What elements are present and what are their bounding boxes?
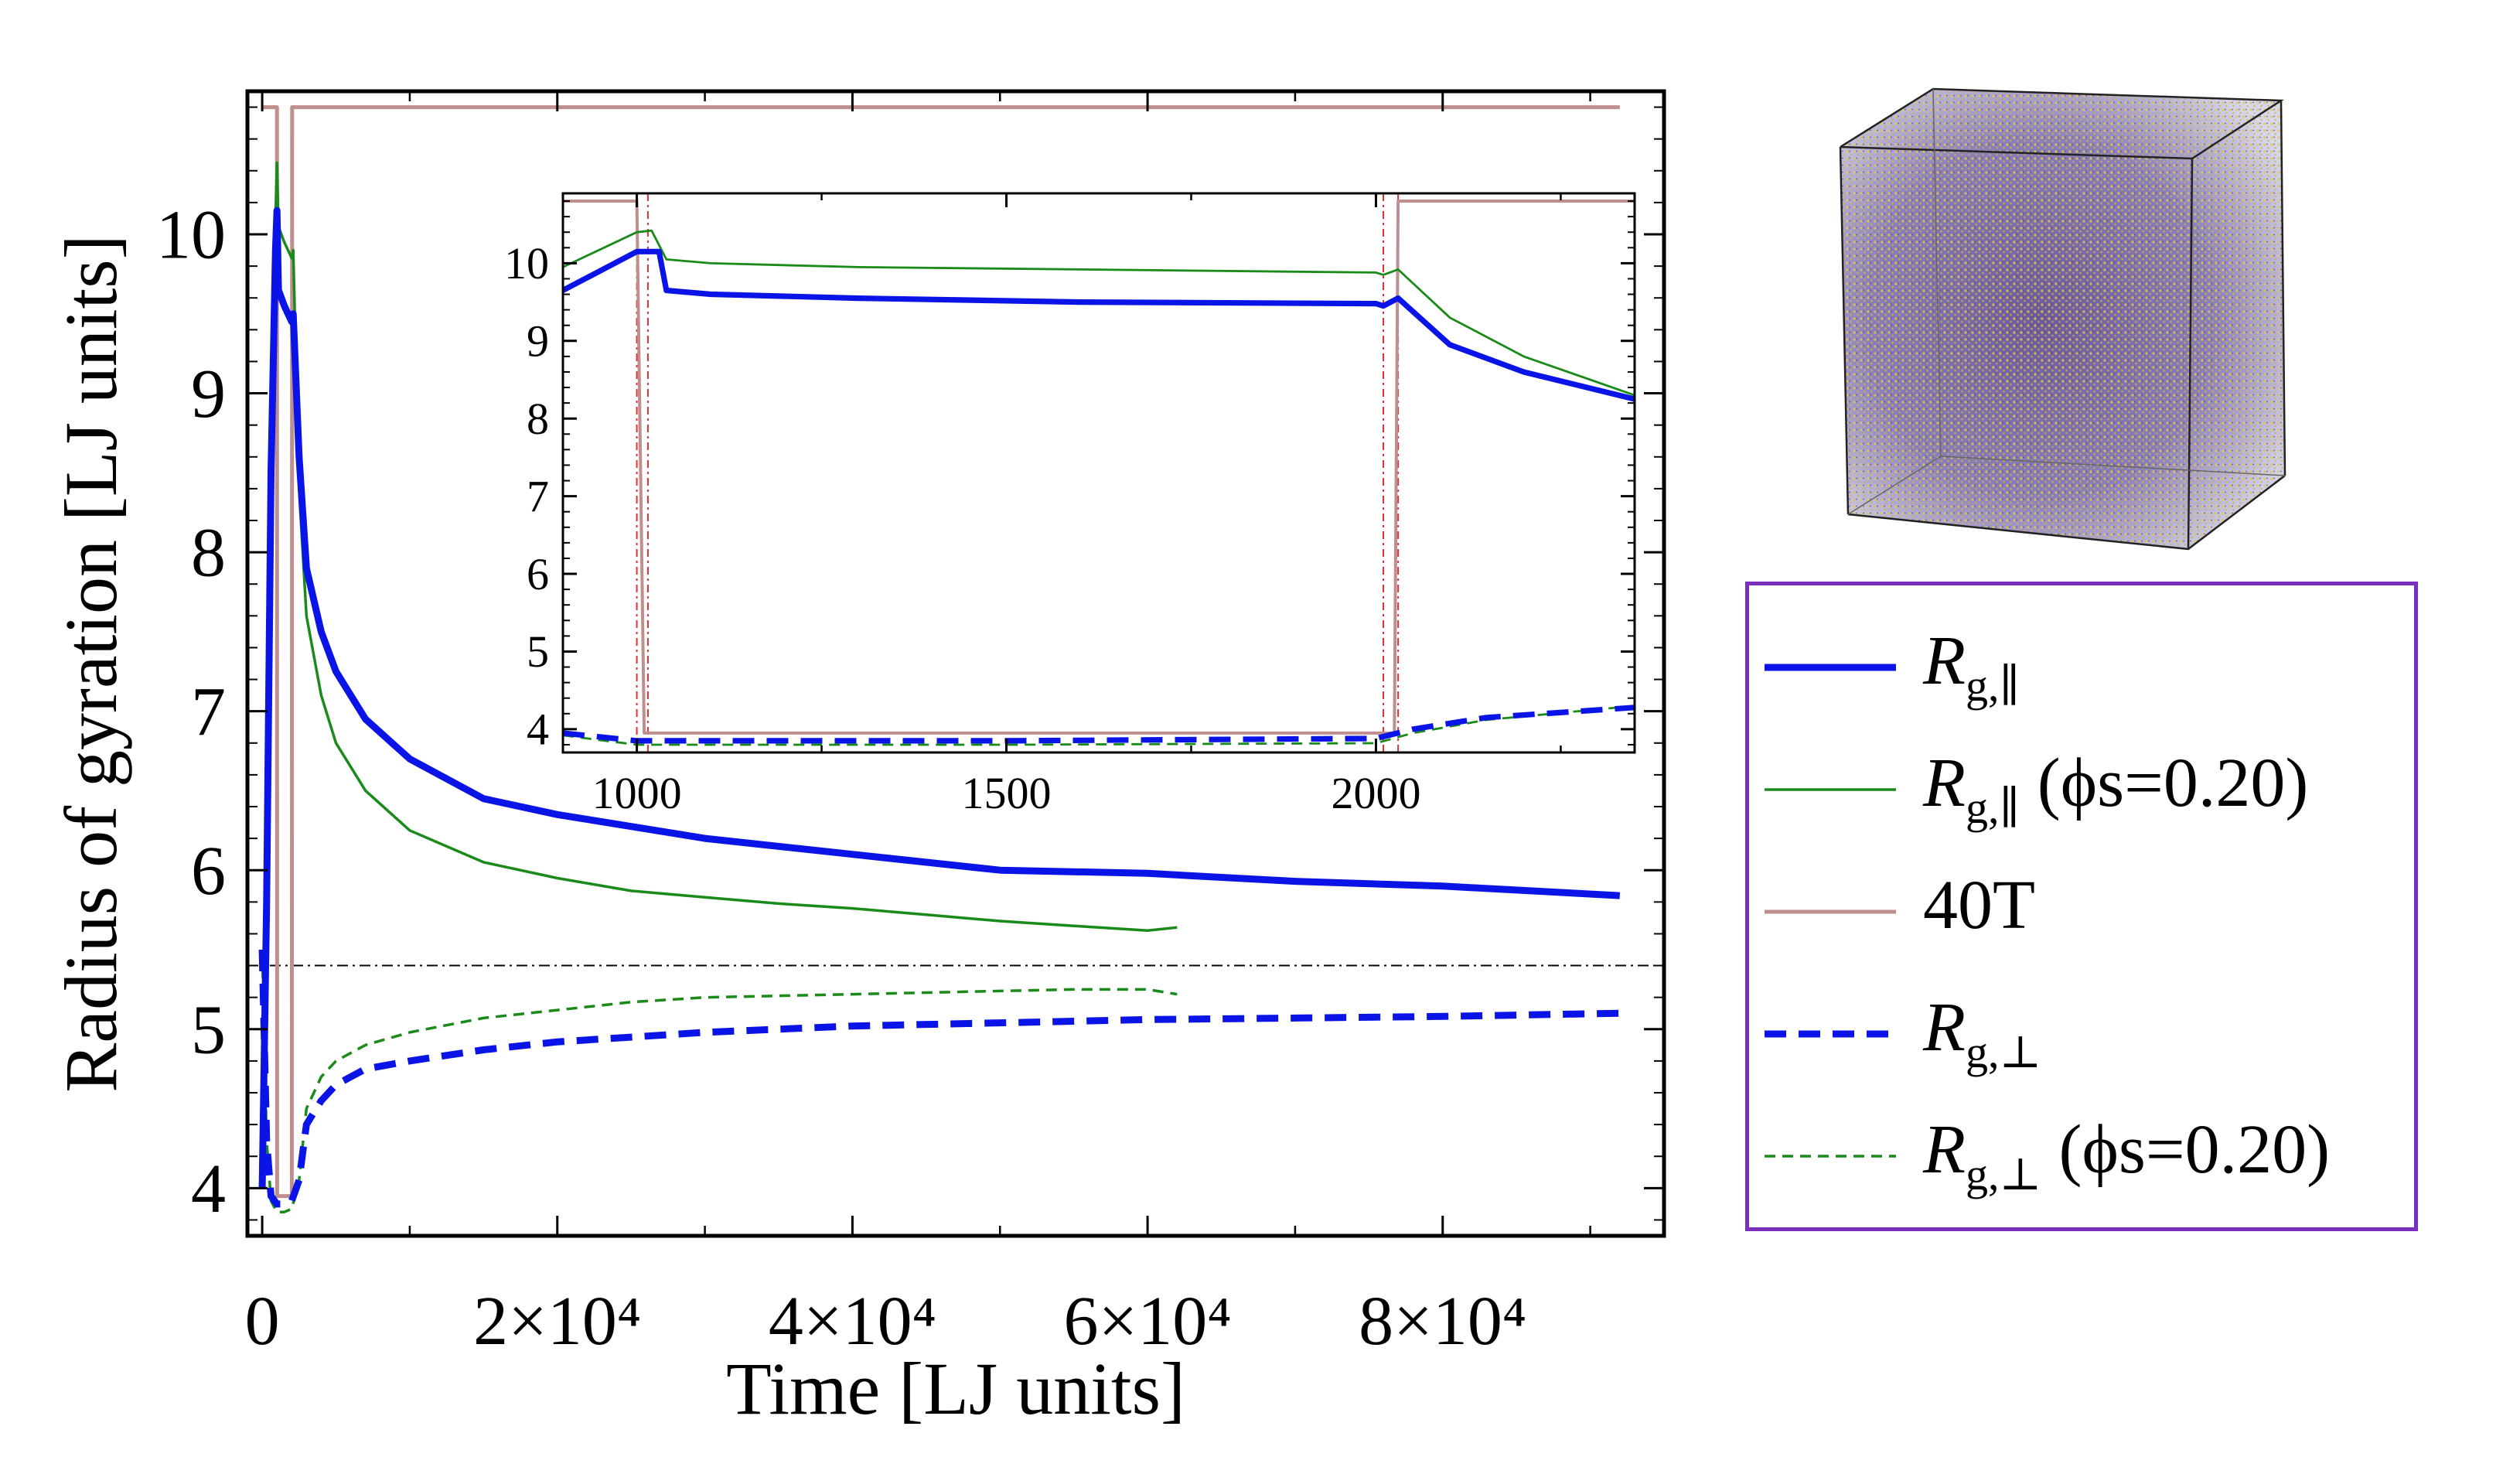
legend-swatch — [1765, 1155, 1896, 1158]
y-tick-label: 7 — [527, 471, 549, 521]
legend-item: Rg,⊥ — [1749, 981, 2414, 1077]
plot-frame — [561, 192, 1636, 754]
series-line — [262, 105, 1620, 1199]
series-line — [261, 949, 1178, 1213]
series-line — [261, 161, 1178, 1189]
series-line — [563, 229, 1635, 397]
x-tick-label: 0 — [245, 1283, 280, 1360]
x-tick-label: 2×10⁴ — [473, 1283, 641, 1360]
series-line — [563, 248, 1635, 402]
plot-frame — [245, 89, 1666, 1238]
legend-item: Rg,⊥ (ϕs=0.20) — [1749, 1104, 2414, 1199]
y-tick-label: 6 — [191, 833, 226, 909]
legend-swatch — [1765, 788, 1896, 791]
series-group — [563, 200, 1635, 746]
series-group — [258, 105, 1621, 1213]
y-tick-label: 10 — [504, 238, 549, 288]
legend-label: Rg,⊥ — [1923, 989, 2042, 1077]
x-tick-label: 1000 — [592, 768, 682, 818]
y-tick-label: 4 — [527, 705, 549, 755]
legend-item: Rg,∥ — [1749, 615, 2414, 711]
legend-swatch — [1765, 1030, 1896, 1038]
plot-area — [563, 193, 1635, 752]
simulation-box-snapshot — [1825, 73, 2289, 553]
x-axis-label: Time [LJ units] — [726, 1347, 1185, 1430]
x-tick-label: 8×10⁴ — [1359, 1283, 1526, 1360]
y-tick-label: 6 — [527, 549, 549, 599]
series-line — [563, 200, 1635, 735]
inset-chart: 1000 1500 2000 4 5 6 7 8 9 10 — [504, 192, 1636, 818]
x-tick-label: 4×10⁴ — [769, 1283, 936, 1360]
y-tick-label: 10 — [156, 197, 226, 274]
legend: Rg,∥ Rg,∥ (ϕs=0.20) 40T Rg,⊥ Rg,⊥ (ϕs=0.20) — [1745, 582, 2418, 1231]
legend-item: Rg,∥ (ϕs=0.20) — [1749, 737, 2414, 833]
series-line — [563, 705, 1635, 746]
series-line — [258, 206, 1621, 1189]
y-tick-label: 5 — [527, 626, 549, 677]
legend-item: 40T — [1749, 859, 2414, 952]
x-tick-label: 6×10⁴ — [1064, 1283, 1232, 1360]
simulation-box-icon — [1839, 87, 2286, 551]
y-tick-label: 8 — [527, 394, 549, 444]
legend-swatch — [1765, 909, 1896, 914]
y-tick-label: 9 — [191, 356, 226, 432]
x-tick-label: 2000 — [1331, 768, 1420, 818]
y-tick-label: 4 — [191, 1151, 226, 1227]
x-tick-label: 1500 — [962, 768, 1052, 818]
legend-label: Rg,∥ (ϕs=0.20) — [1923, 745, 2309, 833]
y-tick-label: 9 — [527, 316, 549, 367]
series-line — [563, 705, 1635, 744]
y-tick-label: 5 — [191, 991, 226, 1068]
legend-label: Rg,⊥ (ϕs=0.20) — [1923, 1111, 2331, 1199]
legend-swatch — [1765, 664, 1896, 671]
y-tick-label: 8 — [191, 515, 226, 592]
series-line — [258, 949, 1620, 1208]
y-tick-label: 7 — [191, 674, 226, 750]
legend-label: 40T — [1923, 867, 2035, 943]
y-axis-label: Radius of gyration [LJ units] — [49, 234, 132, 1092]
legend-label: Rg,∥ — [1923, 623, 2020, 711]
